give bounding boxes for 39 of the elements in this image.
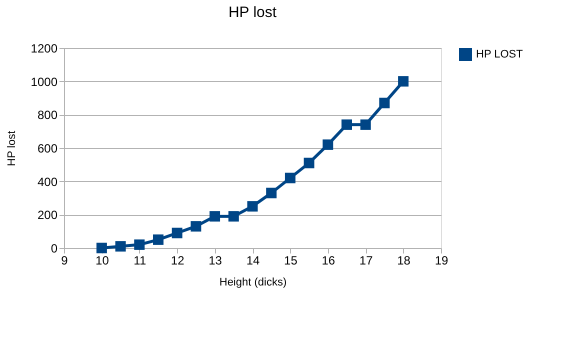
point [190,221,202,232]
y-tick-label: 600 [37,142,58,156]
x-tick-label: 19 [434,254,448,268]
x-tick-label: 18 [397,254,411,268]
point [342,119,352,130]
point [304,158,314,168]
y-tick-label: 400 [37,174,58,189]
legend-label: HP LOST [476,48,524,60]
x-axis-title: Height (dicks) [219,276,287,288]
point [115,241,126,252]
x-tick-label: 14 [246,254,260,268]
x-tick-label: 11 [134,254,146,268]
chart-title: HP lost [228,4,278,21]
point [360,119,371,130]
point [96,242,107,254]
point [379,98,390,108]
y-tick-label: 0 [50,242,58,256]
point [398,76,409,87]
point [228,211,239,222]
y-tick-label: 1000 [30,74,58,89]
point [284,172,296,184]
x-tick-label: 15 [284,254,298,268]
x-tick-label: 9 [61,254,68,268]
point [266,188,277,198]
y-tick-label: 200 [37,208,58,222]
x-tick-label: 13 [208,254,222,268]
point [247,201,258,212]
point [153,234,164,245]
point [210,211,220,222]
y-tick-label: 800 [37,108,58,122]
x-tick-label: 12 [170,254,185,268]
point [134,239,145,250]
point [172,228,182,238]
x-tick-label: 17 [359,254,374,268]
x-tick-label: 16 [322,254,336,268]
point [322,139,334,150]
x-tick-label: 10 [96,254,110,268]
y-tick-label: 1200 [30,42,58,56]
y-axis-title: HP lost [6,130,18,166]
